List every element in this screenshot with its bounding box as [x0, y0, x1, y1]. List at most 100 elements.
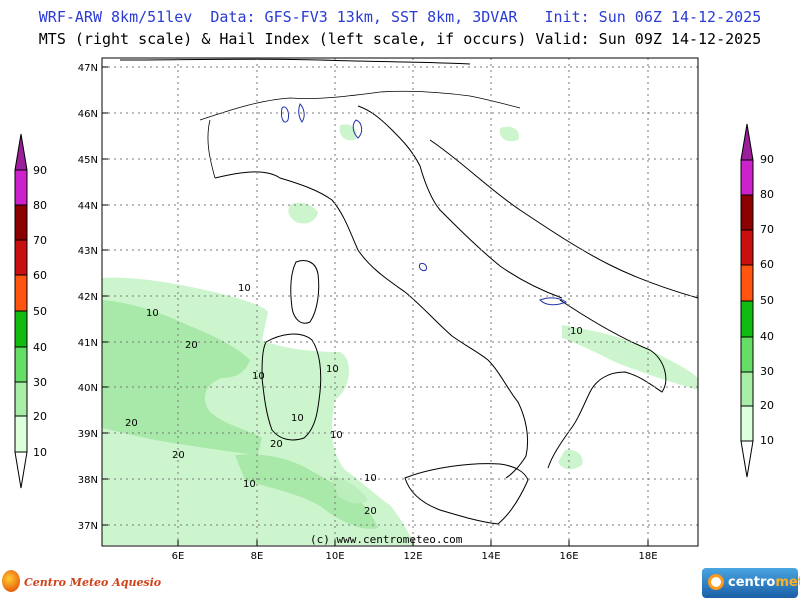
map-frame — [101, 57, 699, 547]
header-title-line-2: MTS (right scale) & Hail Index (left sca… — [38, 30, 762, 48]
right-scale-bin — [740, 159, 754, 196]
lake-lesina — [539, 297, 568, 306]
contour-label: 10 — [238, 283, 251, 294]
right-scale-label: 80 — [760, 188, 774, 201]
right-scale-bin — [740, 371, 754, 407]
logo-left-text: Centro Meteo Aquesio — [24, 576, 162, 589]
right-scale-label: 70 — [760, 223, 774, 236]
right-scale-label: 50 — [760, 294, 774, 307]
right-scale-bin — [740, 264, 754, 302]
right-scale-label: 90 — [760, 153, 774, 166]
left-scale-label: 80 — [33, 199, 47, 212]
header-title-line-1: WRF-ARW 8km/51lev Data: GFS-FV3 13km, SS… — [38, 8, 762, 26]
lat-label: 42N — [78, 292, 98, 303]
copyright-text: (c) www.centrometeo.com — [310, 533, 463, 546]
left-scale-bin — [14, 169, 28, 206]
right-scale-bin — [740, 405, 754, 442]
left-scale-label: 70 — [33, 234, 47, 247]
right-scale-bin — [740, 194, 754, 231]
left-scale-bin — [14, 204, 28, 241]
contour-label: 20 — [125, 418, 138, 429]
lat-label: 38N — [78, 475, 98, 486]
mts-zone-ionian — [562, 325, 698, 390]
tick-marks — [102, 66, 649, 546]
left-scale-bin — [14, 239, 28, 276]
right-color-scale — [740, 123, 754, 478]
left-scale-label: 30 — [33, 376, 47, 389]
north-borders — [199, 90, 521, 179]
sicily-coast — [404, 463, 529, 525]
right-scale-label: 20 — [760, 399, 774, 412]
left-scale-bin — [14, 415, 28, 453]
lat-label: 44N — [78, 201, 98, 212]
mts-zone-south — [235, 454, 378, 529]
lake-trasimeno — [419, 263, 427, 271]
contour-label: 20 — [270, 439, 283, 450]
lake-garda — [352, 119, 363, 139]
left-scale-bin — [14, 381, 28, 417]
lat-label: 37N — [78, 521, 98, 532]
contour-label: 20 — [364, 506, 377, 517]
mts-shading — [102, 124, 698, 545]
lat-label: 39N — [78, 429, 98, 440]
contour-label: 10 — [291, 413, 304, 424]
left-scale-label: 20 — [33, 410, 47, 423]
balkan-coast — [429, 139, 699, 299]
left-scale-bin — [14, 310, 28, 348]
lat-label: 45N — [78, 155, 98, 166]
mts-zone-adriatic — [499, 126, 519, 142]
right-scale-label: 30 — [760, 365, 774, 378]
contour-label: 10 — [326, 364, 339, 375]
mainland-italy-coast — [119, 58, 667, 479]
contour-label: 10 — [146, 308, 159, 319]
contour-label: 10 — [252, 371, 265, 382]
lat-label: 43N — [78, 246, 98, 257]
centrometeo-logo[interactable]: centrometeo — [702, 568, 800, 598]
logo-right-text: centrometeo — [728, 575, 800, 590]
lat-label: 47N — [78, 63, 98, 74]
lake-maggiore — [281, 106, 289, 123]
sardinia-coast — [261, 333, 322, 441]
left-scale-label: 90 — [33, 164, 47, 177]
left-scale-bin — [14, 274, 28, 312]
contour-label: 20 — [172, 450, 185, 461]
lakes — [281, 103, 568, 306]
mts-zone-tuscany — [288, 202, 318, 224]
lon-label: 12E — [403, 551, 422, 562]
lon-label: 8E — [251, 551, 264, 562]
contour-label: 10 — [243, 479, 256, 490]
lake-como — [298, 103, 305, 123]
contour-label: 20 — [185, 340, 198, 351]
lat-label: 46N — [78, 109, 98, 120]
mts-zone-west-inner — [102, 300, 262, 455]
mts-zone-calabria — [558, 449, 583, 470]
right-scale-top-triangle — [740, 123, 754, 161]
right-scale-label: 60 — [760, 258, 774, 271]
contour-label: 10 — [570, 326, 583, 337]
right-scale-label: 10 — [760, 434, 774, 447]
contour-label: 10 — [364, 473, 377, 484]
mts-zone-sicily-channel — [330, 475, 368, 504]
left-scale-top-triangle — [14, 133, 28, 171]
sun-globe-icon — [2, 570, 20, 592]
ring-logo-icon — [708, 574, 724, 590]
right-scale-bin — [740, 300, 754, 338]
centro-meteo-aquesio-logo[interactable]: Centro Meteo Aquesio — [2, 568, 161, 596]
left-scale-label: 10 — [33, 446, 47, 459]
lon-label: 6E — [172, 551, 185, 562]
right-scale-bin — [740, 336, 754, 373]
left-scale-label: 50 — [33, 305, 47, 318]
lon-label: 10E — [325, 551, 344, 562]
left-scale-bin — [14, 346, 28, 383]
mts-zone-alps — [339, 124, 357, 141]
corsica-coast — [290, 260, 320, 324]
right-scale-bottom-triangle — [740, 440, 754, 478]
lon-label: 18E — [638, 551, 657, 562]
left-color-scale — [14, 133, 28, 489]
left-scale-label: 40 — [33, 341, 47, 354]
coastlines — [119, 58, 699, 525]
contour-label: 10 — [330, 430, 343, 441]
lat-label: 41N — [78, 338, 98, 349]
lon-label: 14E — [481, 551, 500, 562]
